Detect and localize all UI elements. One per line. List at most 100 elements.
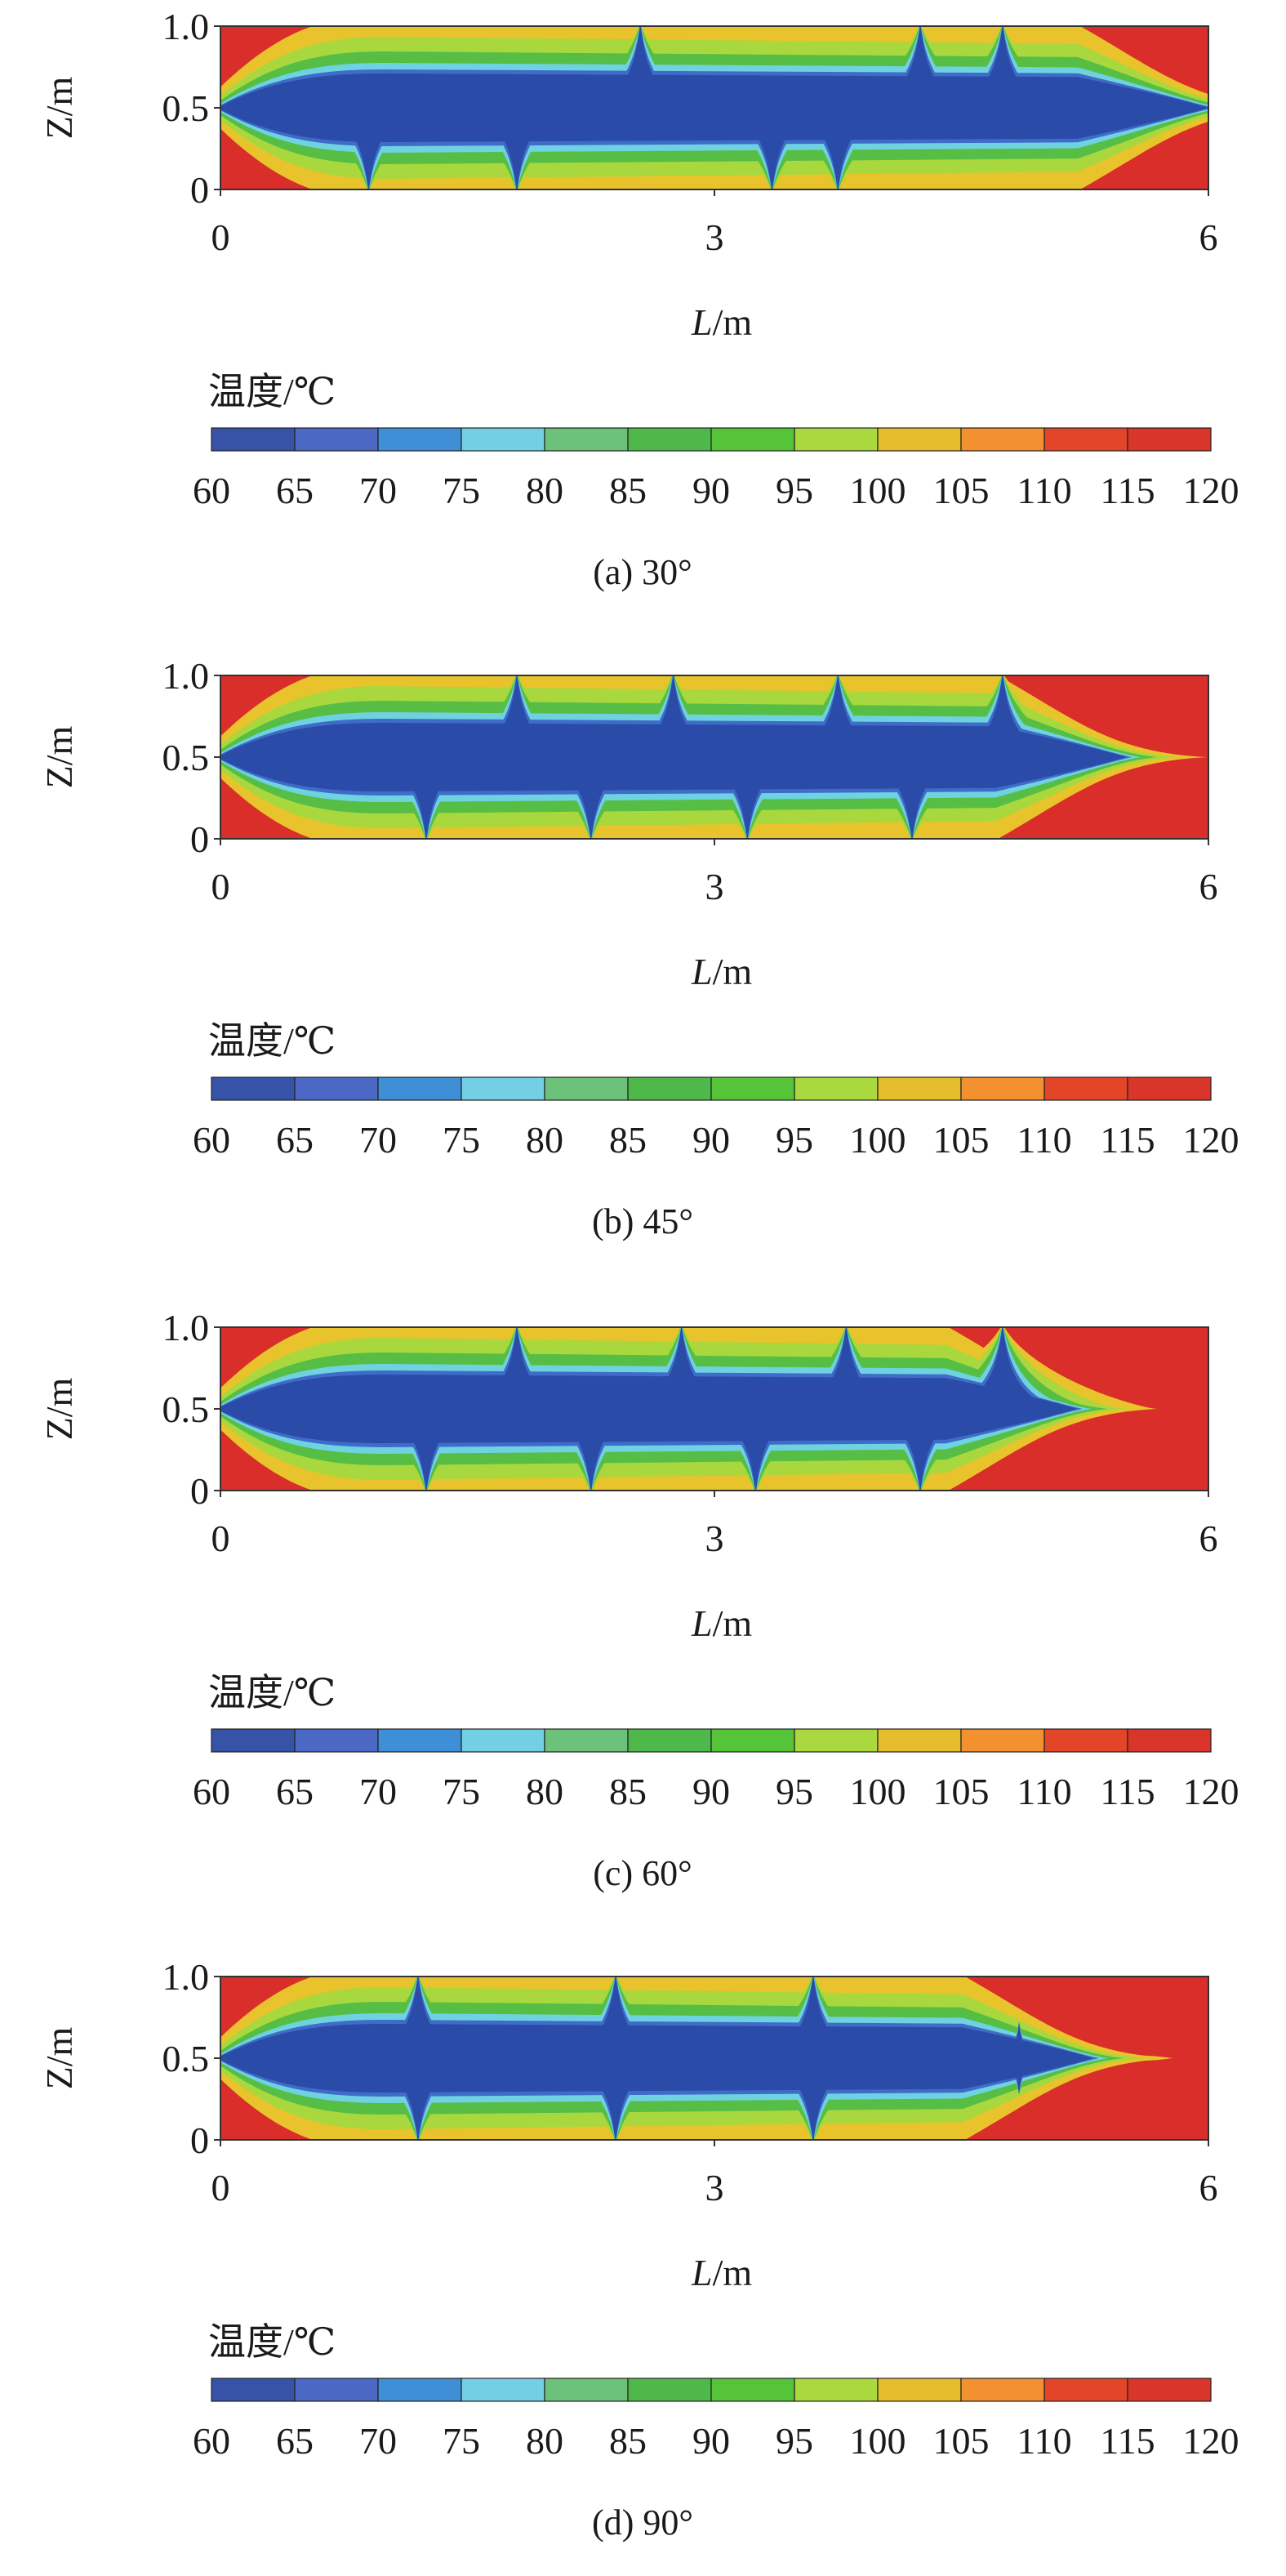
colorbar-swatch	[1127, 1728, 1212, 1753]
y-tick-label: 1.0	[162, 655, 210, 697]
panel-caption: (d) 90°	[592, 2502, 693, 2543]
temperature-spike	[556, 1977, 675, 2058]
x-axis-symbol: L	[691, 1602, 713, 1644]
colorbar-swatch	[377, 1076, 462, 1101]
temperature-spike	[861, 1409, 981, 1491]
y-tick-label: 0.5	[162, 87, 210, 129]
x-tick-label: 3	[705, 2167, 724, 2208]
colorbar-swatch	[294, 1728, 379, 1753]
colorbar-tick-label: 80	[526, 1771, 563, 1812]
temperature-spike	[696, 1409, 816, 1491]
y-tick-label: 0	[190, 2119, 209, 2161]
colorbar-tick-label: 105	[933, 1771, 990, 1812]
colorbar-swatch	[377, 1728, 462, 1753]
x-tick-label: 0	[211, 216, 230, 258]
panel-caption: (a) 30°	[593, 552, 692, 592]
colorbar-swatch	[794, 1076, 879, 1101]
colorbar-tick-label: 65	[276, 470, 314, 511]
colorbar-swatch	[377, 2378, 462, 2402]
temperature-spike	[861, 26, 981, 108]
colorbar-swatch	[710, 427, 795, 452]
x-tick-label: 3	[705, 866, 724, 907]
temperature-spike	[712, 108, 832, 189]
temperature-spike	[613, 675, 733, 757]
x-axis-unit: /m	[713, 2252, 753, 2293]
temperature-spike	[942, 675, 1062, 757]
colorbar-tick-label: 95	[776, 2420, 813, 2462]
colorbar-swatch	[294, 1076, 379, 1101]
temperature-spike	[581, 26, 701, 108]
heatmap-field	[220, 1977, 1175, 2140]
temperature-spike	[457, 675, 576, 757]
colorbar-tick-label: 80	[526, 470, 563, 511]
colorbar-swatch	[960, 427, 1045, 452]
colorbar-swatch	[627, 1076, 712, 1101]
colorbar-tick-label: 110	[1017, 1771, 1071, 1812]
colorbar-tick-label: 110	[1017, 2420, 1071, 2462]
colorbar-tick-label: 80	[526, 1119, 563, 1161]
colorbar-tick-label: 100	[850, 2420, 906, 2462]
colorbar-tick-label: 85	[609, 2420, 647, 2462]
x-axis-label: L/m	[691, 2252, 752, 2293]
temperature-spike	[531, 1409, 651, 1491]
colorbar-swatch	[544, 427, 629, 452]
colorbar-title: 温度/℃	[208, 2321, 336, 2363]
colorbar-tick-label: 120	[1183, 2420, 1239, 2462]
colorbar-title: 温度/℃	[208, 1020, 336, 1062]
y-tick-label: 1.0	[162, 1956, 210, 1998]
colorbar-swatch	[877, 427, 962, 452]
colorbar-tick-label: 70	[359, 1771, 397, 1812]
temperature-spike	[457, 108, 576, 189]
colorbar-tick-label: 80	[526, 2420, 563, 2462]
colorbar-tick-label: 60	[193, 470, 230, 511]
y-axis-label: Z/m	[38, 2026, 80, 2089]
colorbar-title: 温度/℃	[208, 1672, 336, 1714]
x-tick-label: 6	[1199, 216, 1218, 258]
temperature-spike	[556, 2058, 675, 2140]
colorbar-tick-label: 110	[1017, 470, 1071, 511]
temperature-spike	[942, 1327, 1062, 1409]
colorbar-swatch	[1043, 1076, 1128, 1101]
colorbar: 60 65 70 75 80 85 90 95 100 105 110 115 120	[193, 2378, 1239, 2462]
colorbar-tick-label: 90	[692, 1119, 730, 1161]
y-tick-label: 1.0	[162, 1307, 210, 1348]
x-axis-symbol: L	[691, 301, 713, 343]
y-tick-label: 1.0	[162, 6, 210, 47]
temperature-spike	[367, 1409, 487, 1491]
colorbar-swatch	[627, 1728, 712, 1753]
x-tick-label: 3	[705, 216, 724, 258]
chart-panel-1: 0 0.5 1.0 Z/m 0 3 6 L/m 温度/℃ 60 65 70 75 80 85 90 95 100 1…	[38, 6, 1239, 592]
temperature-spike	[367, 757, 487, 839]
colorbar-tick-label: 115	[1100, 1771, 1155, 1812]
colorbar-tick-label: 100	[850, 470, 906, 511]
colorbar-tick-label: 100	[850, 1119, 906, 1161]
temperature-spike	[754, 2058, 873, 2140]
colorbar-swatch	[877, 2378, 962, 2402]
colorbar-tick-label: 90	[692, 1771, 730, 1812]
colorbar-swatch	[960, 1076, 1045, 1101]
colorbar-tick-label: 60	[193, 1119, 230, 1161]
colorbar-swatch	[544, 2378, 629, 2402]
heatmap-field	[220, 26, 1208, 189]
colorbar-tick-label: 90	[692, 470, 730, 511]
colorbar-tick-label: 95	[776, 1119, 813, 1161]
colorbar-tick-label: 105	[933, 470, 990, 511]
x-axis-unit: /m	[713, 1602, 753, 1644]
colorbar: 60 65 70 75 80 85 90 95 100 105 110 115 120	[193, 1728, 1239, 1812]
colorbar-swatch	[710, 1728, 795, 1753]
y-tick-label: 0.5	[162, 1388, 210, 1430]
temperature-spike	[786, 1327, 906, 1409]
colorbar-swatch	[461, 427, 545, 452]
chart-panel-4: 0 0.5 1.0 Z/m 0 3 6 L/m 温度/℃ 60 65 70 75 80 85 90 95 100 1…	[38, 1956, 1239, 2543]
colorbar-tick-label: 85	[609, 470, 647, 511]
colorbar-tick-label: 65	[276, 1771, 314, 1812]
colorbar: 60 65 70 75 80 85 90 95 100 105 110 115 120	[193, 427, 1239, 511]
x-axis-label: L/m	[691, 951, 752, 992]
panel-caption: (b) 45°	[592, 1201, 693, 1241]
colorbar-tick-label: 70	[359, 1119, 397, 1161]
chart-panel-2: 0 0.5 1.0 Z/m 0 3 6 L/m 温度/℃ 60 65 70 75 80 85 90 95 100 1…	[38, 655, 1239, 1241]
x-tick-label: 0	[211, 866, 230, 907]
colorbar-swatch	[1127, 1076, 1212, 1101]
